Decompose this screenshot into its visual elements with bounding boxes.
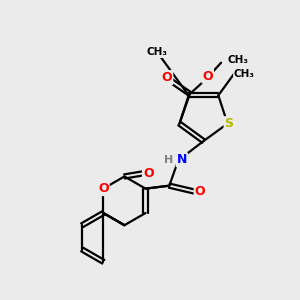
Text: H: H	[164, 155, 173, 165]
Text: O: O	[162, 71, 172, 84]
Text: O: O	[143, 167, 154, 180]
Text: O: O	[98, 182, 109, 195]
Text: O: O	[202, 70, 213, 83]
Text: O: O	[195, 185, 205, 198]
Text: S: S	[224, 117, 233, 130]
Text: N: N	[177, 153, 187, 166]
Text: CH₃: CH₃	[234, 69, 255, 79]
Text: CH₃: CH₃	[146, 47, 167, 57]
Text: CH₃: CH₃	[227, 55, 248, 65]
